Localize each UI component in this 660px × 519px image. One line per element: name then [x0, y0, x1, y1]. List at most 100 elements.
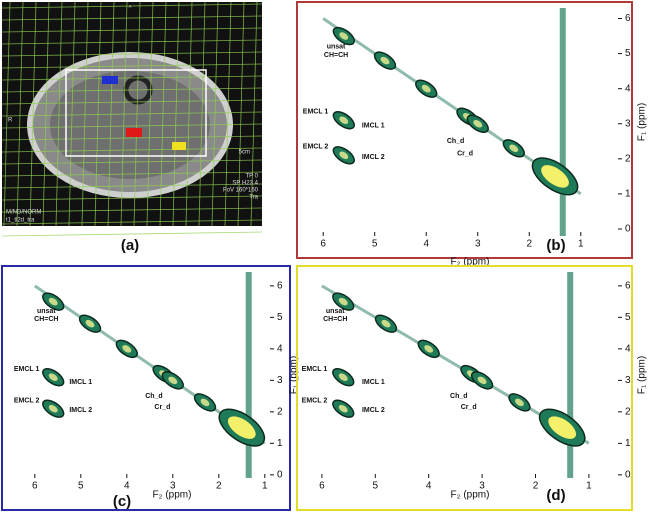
grid-line-v: [172, 1, 180, 227]
mri-text: Tra: [249, 195, 258, 201]
grid-line-v: [42, 1, 50, 227]
mri-text: R: [8, 118, 13, 124]
peak: [42, 399, 65, 418]
x-tick-label: 5: [372, 239, 378, 250]
grid-line-h: [1, 231, 263, 237]
grid-line-v: [55, 1, 63, 227]
annotation: unsat: [327, 43, 346, 50]
y-tick-label: 2: [277, 406, 283, 417]
voxel-red: [126, 128, 142, 137]
y-axis-label: F₁ (ppm): [289, 356, 300, 394]
mri-text: FoV 160*160: [223, 188, 259, 194]
annotation: unsat: [37, 308, 56, 315]
grid-line-h: [1, 159, 263, 165]
grid-line-v: [3, 1, 11, 227]
mri-panel: [1, 1, 263, 237]
x-tick-label: 4: [423, 239, 429, 250]
peak-core: [473, 119, 483, 128]
grid-line-h: [1, 147, 263, 153]
peak: [42, 367, 65, 387]
y-tick-label: 3: [625, 375, 631, 386]
y-tick-label: 5: [625, 48, 631, 59]
peak: [332, 146, 355, 165]
grid-line-v: [211, 1, 219, 227]
annotation: IMCL 2: [362, 154, 385, 161]
x-tick-label: 6: [320, 239, 326, 250]
annotation: EMCL 2: [14, 398, 40, 405]
panel-label: (d): [546, 487, 565, 504]
y-tick-label: 2: [625, 153, 631, 164]
x-tick-label: 2: [526, 239, 532, 250]
grid-line-v: [250, 1, 258, 227]
peak: [332, 26, 355, 46]
grid-line-h: [1, 39, 263, 45]
annotation: unsat: [326, 308, 345, 315]
peak: [332, 292, 355, 311]
annotation: Ch_d: [145, 393, 163, 400]
mri-text: t1_tl2d_tra: [6, 218, 35, 224]
y-tick-label: 2: [625, 406, 631, 417]
x-tick-label: 1: [586, 481, 592, 492]
y-tick-label: 1: [277, 438, 283, 449]
x-tick-label: 6: [319, 481, 325, 492]
grid-line-v: [159, 1, 167, 227]
annotation: EMCL 1: [302, 366, 328, 373]
peak-core: [339, 116, 349, 125]
peak: [193, 393, 217, 412]
x-tick-label: 4: [426, 481, 432, 492]
grid-line-h: [1, 183, 263, 189]
peak-core: [424, 345, 434, 353]
x-tick-label: 5: [373, 481, 379, 492]
grid-line-h: [1, 63, 263, 69]
x-tick-label: 6: [32, 481, 38, 492]
annotation: CH=CH: [323, 316, 347, 323]
peak: [508, 393, 531, 412]
grid-line-v: [198, 1, 206, 227]
peak: [161, 371, 184, 390]
annotation: Cr_d: [154, 404, 170, 411]
peak-core: [548, 416, 577, 439]
peak-core: [421, 84, 431, 93]
y-axis-label: F₁ (ppm): [637, 103, 648, 141]
annotation: CH=CH: [324, 52, 348, 59]
x-tick-label: 5: [78, 481, 84, 492]
grid-line-h: [1, 87, 263, 93]
ridge: [559, 8, 566, 236]
peak-core: [48, 373, 58, 381]
grid-line-v: [29, 1, 37, 227]
voxel-yellow: [172, 142, 186, 150]
y-tick-label: 3: [625, 118, 631, 129]
mri-muscle: [50, 71, 210, 179]
peak-core: [200, 398, 210, 407]
peak: [373, 51, 397, 70]
y-tick-label: 6: [625, 280, 631, 291]
peak-core: [339, 32, 349, 40]
y-tick-label: 4: [277, 343, 283, 354]
peak-core: [509, 144, 519, 153]
ridge: [245, 272, 252, 478]
grid-line-v: [146, 1, 154, 227]
annotation: IMCL 1: [69, 379, 92, 386]
y-tick-label: 0: [625, 469, 631, 480]
peak-core: [85, 319, 95, 328]
peak-core: [339, 151, 349, 160]
peak-core: [227, 416, 256, 439]
mri-text: SP H23.4: [232, 181, 258, 187]
y-tick-label: 0: [625, 224, 631, 235]
peak: [415, 79, 438, 98]
grid-line-h: [1, 123, 263, 129]
panel-frame: [1, 265, 291, 511]
peak: [332, 399, 355, 418]
voxel-box: [65, 69, 207, 157]
y-tick-label: 6: [625, 13, 631, 24]
panel-label: (b): [546, 237, 565, 254]
peak: [538, 408, 586, 447]
grid-line-v: [133, 1, 141, 227]
peak-core: [338, 404, 348, 413]
peak: [42, 292, 65, 311]
peak: [502, 139, 525, 158]
x-axis-label: F₂ (ppm): [451, 490, 490, 501]
x-tick-label: 1: [262, 481, 268, 492]
annotation: CH=CH: [34, 316, 58, 323]
